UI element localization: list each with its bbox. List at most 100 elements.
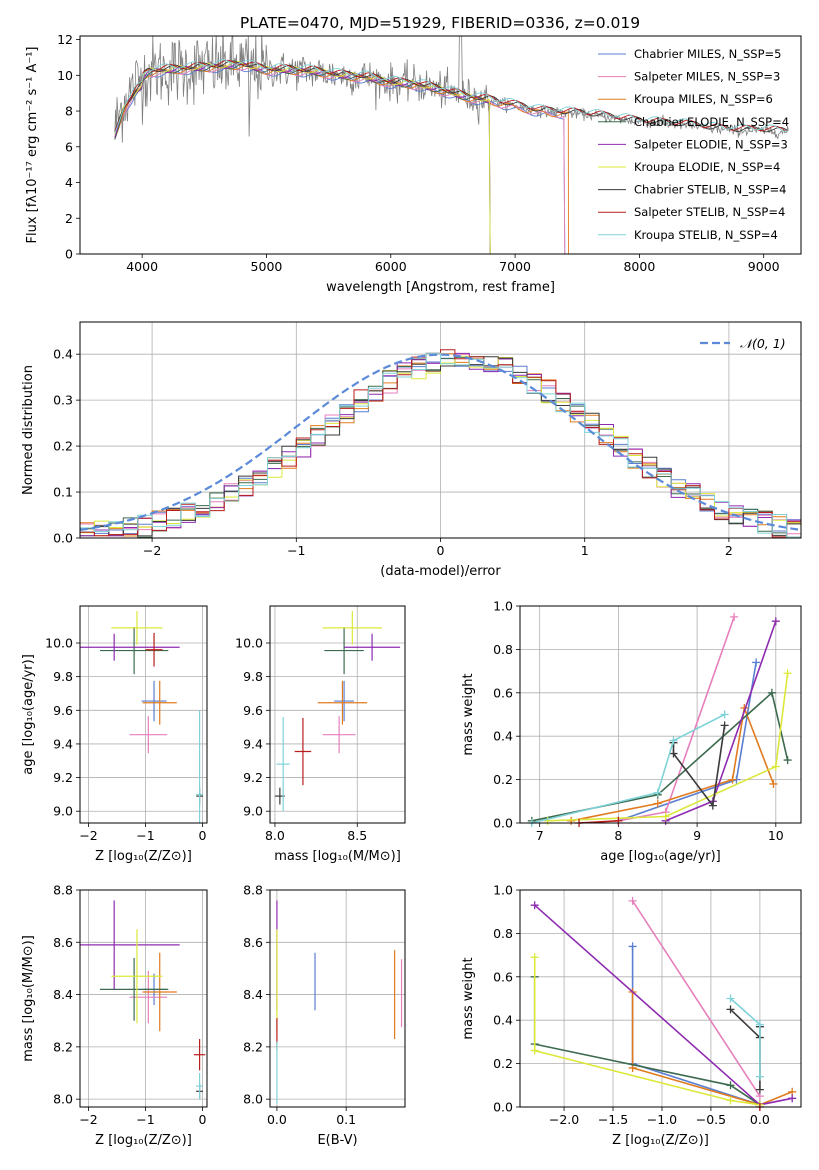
legend-entry: Chabrier MILES, N_SSP=5 (634, 47, 781, 61)
axes-frame (269, 605, 406, 824)
mass-vs-metallicity-plot: −2 −1 0 8.0 8.2 8.4 8.6 8.8 Z [log₁₀(Z/Z⊙)] mass … (21, 883, 208, 1148)
x-tick-label: 4000 (126, 259, 158, 274)
weight-marker (752, 658, 761, 667)
axes-frame (79, 889, 208, 1108)
y-tick-label: 12 (57, 32, 73, 47)
mass-vs-ebv-plot: 0.0 0.1 8.0 8.2 8.4 8.6 8.8 E(B-V) (243, 883, 406, 1148)
x-axis-label: E(B-V) (317, 1133, 357, 1148)
axes-frame (269, 889, 406, 1108)
weight-marker (755, 1072, 764, 1081)
y-axis-label: mass [log₁₀(M/M⊙)] (21, 935, 36, 1062)
y-tick-label: 8.6 (53, 935, 73, 950)
weight-marker (653, 799, 662, 808)
weight-marker (730, 612, 739, 621)
x-tick-label: 2 (725, 543, 733, 558)
age-vs-mass-plot: 8.0 8.5 9.0 9.2 9.4 9.6 9.8 10.0 mass [log₁₀(M/M… (235, 605, 406, 864)
axes-frame (79, 35, 802, 255)
x-tick-label: 9000 (748, 259, 780, 274)
residual-histogram-plot: −2 −1 0 1 2 0.0 0.1 0.2 0.3 0.4 (data-model)/error… (21, 321, 802, 579)
model-spectrum-line (114, 62, 491, 254)
weight-marker (669, 749, 678, 758)
model-spectrum-line (114, 65, 566, 254)
weight-marker (661, 812, 670, 821)
y-tick-label: 0.6 (493, 685, 513, 700)
y-tick-label: 9.2 (243, 770, 263, 785)
model-spectrum-line (114, 64, 569, 254)
y-tick-label: 0.1 (53, 485, 73, 500)
x-tick-label: 0 (198, 828, 206, 843)
weight-series-line (531, 713, 725, 824)
weight-series-line (672, 725, 726, 808)
y-tick-label: 9.0 (243, 804, 263, 819)
x-tick-label: −1 (287, 543, 305, 558)
figure-title: PLATE=0470, MJD=51929, FIBERID=0336, z=0… (240, 14, 640, 32)
x-tick-label: 0.0 (267, 1112, 287, 1127)
legend-entry: Chabrier ELODIE, N_SSP=4 (634, 115, 789, 129)
weight-series-line (534, 904, 793, 1106)
weight-marker (755, 1085, 764, 1094)
legend-entry: Kroupa MILES, N_SSP=6 (634, 92, 773, 106)
weight-marker (783, 669, 792, 678)
y-tick-label: 0.8 (493, 926, 513, 941)
x-tick-label: 8.5 (347, 828, 367, 843)
x-axis-label: wavelength [Angstrom, rest frame] (326, 280, 555, 295)
x-tick-label: −2 (79, 828, 97, 843)
y-tick-label: 8.6 (243, 935, 263, 950)
weight-marker (669, 736, 678, 745)
y-tick-label: 6 (65, 139, 73, 154)
y-tick-label: 0.3 (53, 393, 73, 408)
weight-marker (755, 1020, 764, 1029)
x-tick-label: 6000 (375, 259, 407, 274)
y-tick-label: 8.4 (243, 987, 263, 1002)
y-tick-label: 9.2 (53, 770, 73, 785)
weight-series-line (729, 997, 761, 1077)
y-tick-label: 0.2 (53, 439, 73, 454)
axes-frame (79, 321, 802, 539)
y-tick-label: 0.4 (493, 1013, 513, 1028)
y-tick-label: 0.8 (493, 642, 513, 657)
x-tick-label: −1.5 (598, 1112, 628, 1127)
x-axis-label: Z [log₁₀(Z/Z⊙)] (95, 1133, 192, 1148)
weight-marker (726, 1096, 735, 1105)
model-spectrum-line (114, 59, 788, 134)
y-tick-label: 8.8 (243, 883, 263, 898)
age-vs-metallicity-plot: −2 −1 0 9.0 9.2 9.4 9.6 9.8 10.0 Z [log₁₀(Z/Z⊙)] a… (21, 605, 208, 864)
weight-vs-age-plot: 7 8 9 10 0.0 0.2 0.4 0.6 0.8 1.0 age [log₁₀(age/yr… (461, 599, 802, 864)
y-tick-label: 9.8 (53, 669, 73, 684)
weight-series-line (531, 691, 789, 822)
x-tick-label: 7000 (499, 259, 531, 274)
weight-marker (720, 710, 729, 719)
weight-marker (720, 721, 729, 730)
x-tick-label: 0 (198, 1112, 206, 1127)
y-axis-label: mass weight (461, 673, 476, 755)
y-tick-label: 2 (65, 211, 73, 226)
weight-marker (767, 688, 776, 697)
y-tick-label: 8.0 (53, 1092, 73, 1107)
spectrum-plot: 4000 5000 6000 7000 8000 9000 0 2 4 6 8 10 12 wavelen… (25, 32, 802, 295)
weight-marker (728, 775, 737, 784)
weight-marker (771, 617, 780, 626)
x-tick-label: 1 (581, 543, 589, 558)
y-tick-label: 9.6 (53, 703, 73, 718)
x-axis-label: Z [log₁₀(Z/Z⊙)] (95, 849, 192, 864)
y-tick-label: 10 (57, 68, 73, 83)
y-tick-label: 8 (65, 104, 73, 119)
x-tick-label: −1.0 (647, 1112, 677, 1127)
y-tick-label: 0.2 (493, 1056, 513, 1071)
y-tick-label: 8.2 (243, 1039, 263, 1054)
x-tick-label: 0.1 (336, 1112, 356, 1127)
weight-series-line (631, 900, 761, 1097)
weight-vs-metallicity-plot: −2.0 −1.5 −1.0 −0.5 0.0 0.0 0.2 0.4 0.6 0.8 1.0 Z [… (461, 883, 802, 1148)
axes-frame (79, 605, 208, 824)
y-tick-label: 0.4 (493, 729, 513, 744)
weight-marker (628, 942, 637, 951)
y-tick-label: 9.6 (243, 703, 263, 718)
y-tick-label: 0 (65, 247, 73, 262)
weight-marker (783, 756, 792, 765)
x-tick-label: 0.0 (750, 1112, 770, 1127)
weight-marker (653, 788, 662, 797)
y-axis-label: age [log₁₀(age/yr)] (21, 654, 36, 775)
y-tick-label: 8.4 (53, 987, 73, 1002)
legend-entry: Kroupa ELODIE, N_SSP=4 (634, 160, 780, 174)
y-tick-label: 0.0 (493, 1100, 513, 1115)
